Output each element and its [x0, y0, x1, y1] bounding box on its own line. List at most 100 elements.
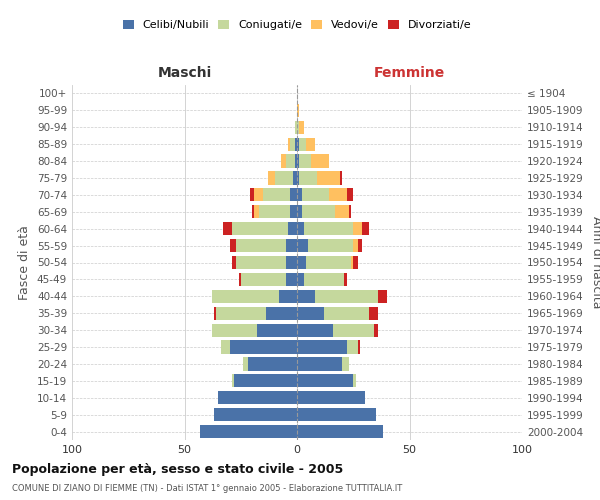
Bar — [306, 256, 351, 269]
Bar — [299, 120, 304, 134]
Bar — [286, 239, 297, 252]
Bar — [378, 290, 387, 303]
Bar — [297, 188, 302, 202]
Bar — [297, 425, 383, 438]
Bar — [241, 273, 286, 286]
Bar — [257, 324, 297, 336]
Bar — [297, 408, 376, 421]
Bar — [347, 340, 358, 353]
Bar — [290, 138, 295, 151]
Bar — [290, 188, 297, 202]
Bar — [315, 290, 378, 303]
Bar — [232, 374, 234, 388]
Bar — [297, 138, 299, 151]
Bar — [297, 290, 315, 303]
Bar — [297, 172, 299, 184]
Bar — [297, 374, 353, 388]
Bar — [299, 154, 311, 168]
Bar — [297, 324, 333, 336]
Bar — [216, 306, 265, 320]
Bar — [259, 205, 290, 218]
Bar — [243, 358, 248, 370]
Bar — [353, 239, 358, 252]
Bar — [362, 222, 369, 235]
Bar — [297, 222, 304, 235]
Bar — [295, 120, 297, 134]
Bar — [229, 340, 297, 353]
Bar — [295, 138, 297, 151]
Bar — [290, 205, 297, 218]
Bar — [239, 273, 241, 286]
Bar — [221, 340, 229, 353]
Bar — [268, 172, 275, 184]
Bar — [349, 205, 351, 218]
Bar — [297, 104, 299, 117]
Bar — [297, 154, 299, 168]
Bar — [254, 205, 259, 218]
Bar — [212, 324, 257, 336]
Bar — [293, 172, 297, 184]
Bar — [317, 172, 340, 184]
Bar — [302, 188, 329, 202]
Bar — [295, 154, 297, 168]
Bar — [329, 188, 347, 202]
Bar — [250, 188, 254, 202]
Bar — [304, 222, 353, 235]
Bar — [297, 256, 306, 269]
Bar — [288, 222, 297, 235]
Text: Femmine: Femmine — [374, 66, 445, 80]
Bar — [297, 358, 342, 370]
Bar — [254, 188, 263, 202]
Bar — [223, 222, 232, 235]
Bar — [306, 138, 315, 151]
Bar — [229, 239, 236, 252]
Bar — [279, 290, 297, 303]
Bar — [373, 324, 378, 336]
Bar — [335, 205, 349, 218]
Bar — [212, 290, 279, 303]
Bar — [297, 391, 365, 404]
Text: Maschi: Maschi — [157, 66, 212, 80]
Y-axis label: Anni di nascita: Anni di nascita — [590, 216, 600, 308]
Bar — [311, 154, 329, 168]
Bar — [263, 188, 290, 202]
Text: COMUNE DI ZIANO DI FIEMME (TN) - Dati ISTAT 1° gennaio 2005 - Elaborazione TUTTI: COMUNE DI ZIANO DI FIEMME (TN) - Dati IS… — [12, 484, 402, 493]
Bar — [265, 306, 297, 320]
Bar — [286, 256, 297, 269]
Bar — [286, 273, 297, 286]
Bar — [248, 358, 297, 370]
Y-axis label: Fasce di età: Fasce di età — [19, 225, 31, 300]
Bar — [369, 306, 378, 320]
Bar — [281, 154, 286, 168]
Bar — [236, 239, 286, 252]
Bar — [324, 306, 369, 320]
Bar — [351, 256, 353, 269]
Bar — [308, 239, 353, 252]
Bar — [234, 374, 297, 388]
Bar — [304, 273, 344, 286]
Bar — [358, 239, 362, 252]
Bar — [252, 205, 254, 218]
Bar — [347, 188, 353, 202]
Legend: Celibi/Nubili, Coniugati/e, Vedovi/e, Divorziati/e: Celibi/Nubili, Coniugati/e, Vedovi/e, Di… — [122, 20, 472, 30]
Bar — [333, 324, 373, 336]
Bar — [299, 138, 306, 151]
Bar — [297, 306, 324, 320]
Bar — [297, 205, 302, 218]
Bar — [297, 340, 347, 353]
Bar — [214, 306, 216, 320]
Bar — [232, 256, 236, 269]
Bar — [288, 138, 290, 151]
Bar — [286, 154, 295, 168]
Bar — [299, 172, 317, 184]
Bar — [214, 408, 297, 421]
Bar — [297, 120, 299, 134]
Bar — [353, 374, 355, 388]
Bar — [340, 172, 342, 184]
Bar — [200, 425, 297, 438]
Bar — [275, 172, 293, 184]
Bar — [297, 273, 304, 286]
Bar — [353, 256, 358, 269]
Bar — [232, 222, 288, 235]
Bar — [358, 340, 360, 353]
